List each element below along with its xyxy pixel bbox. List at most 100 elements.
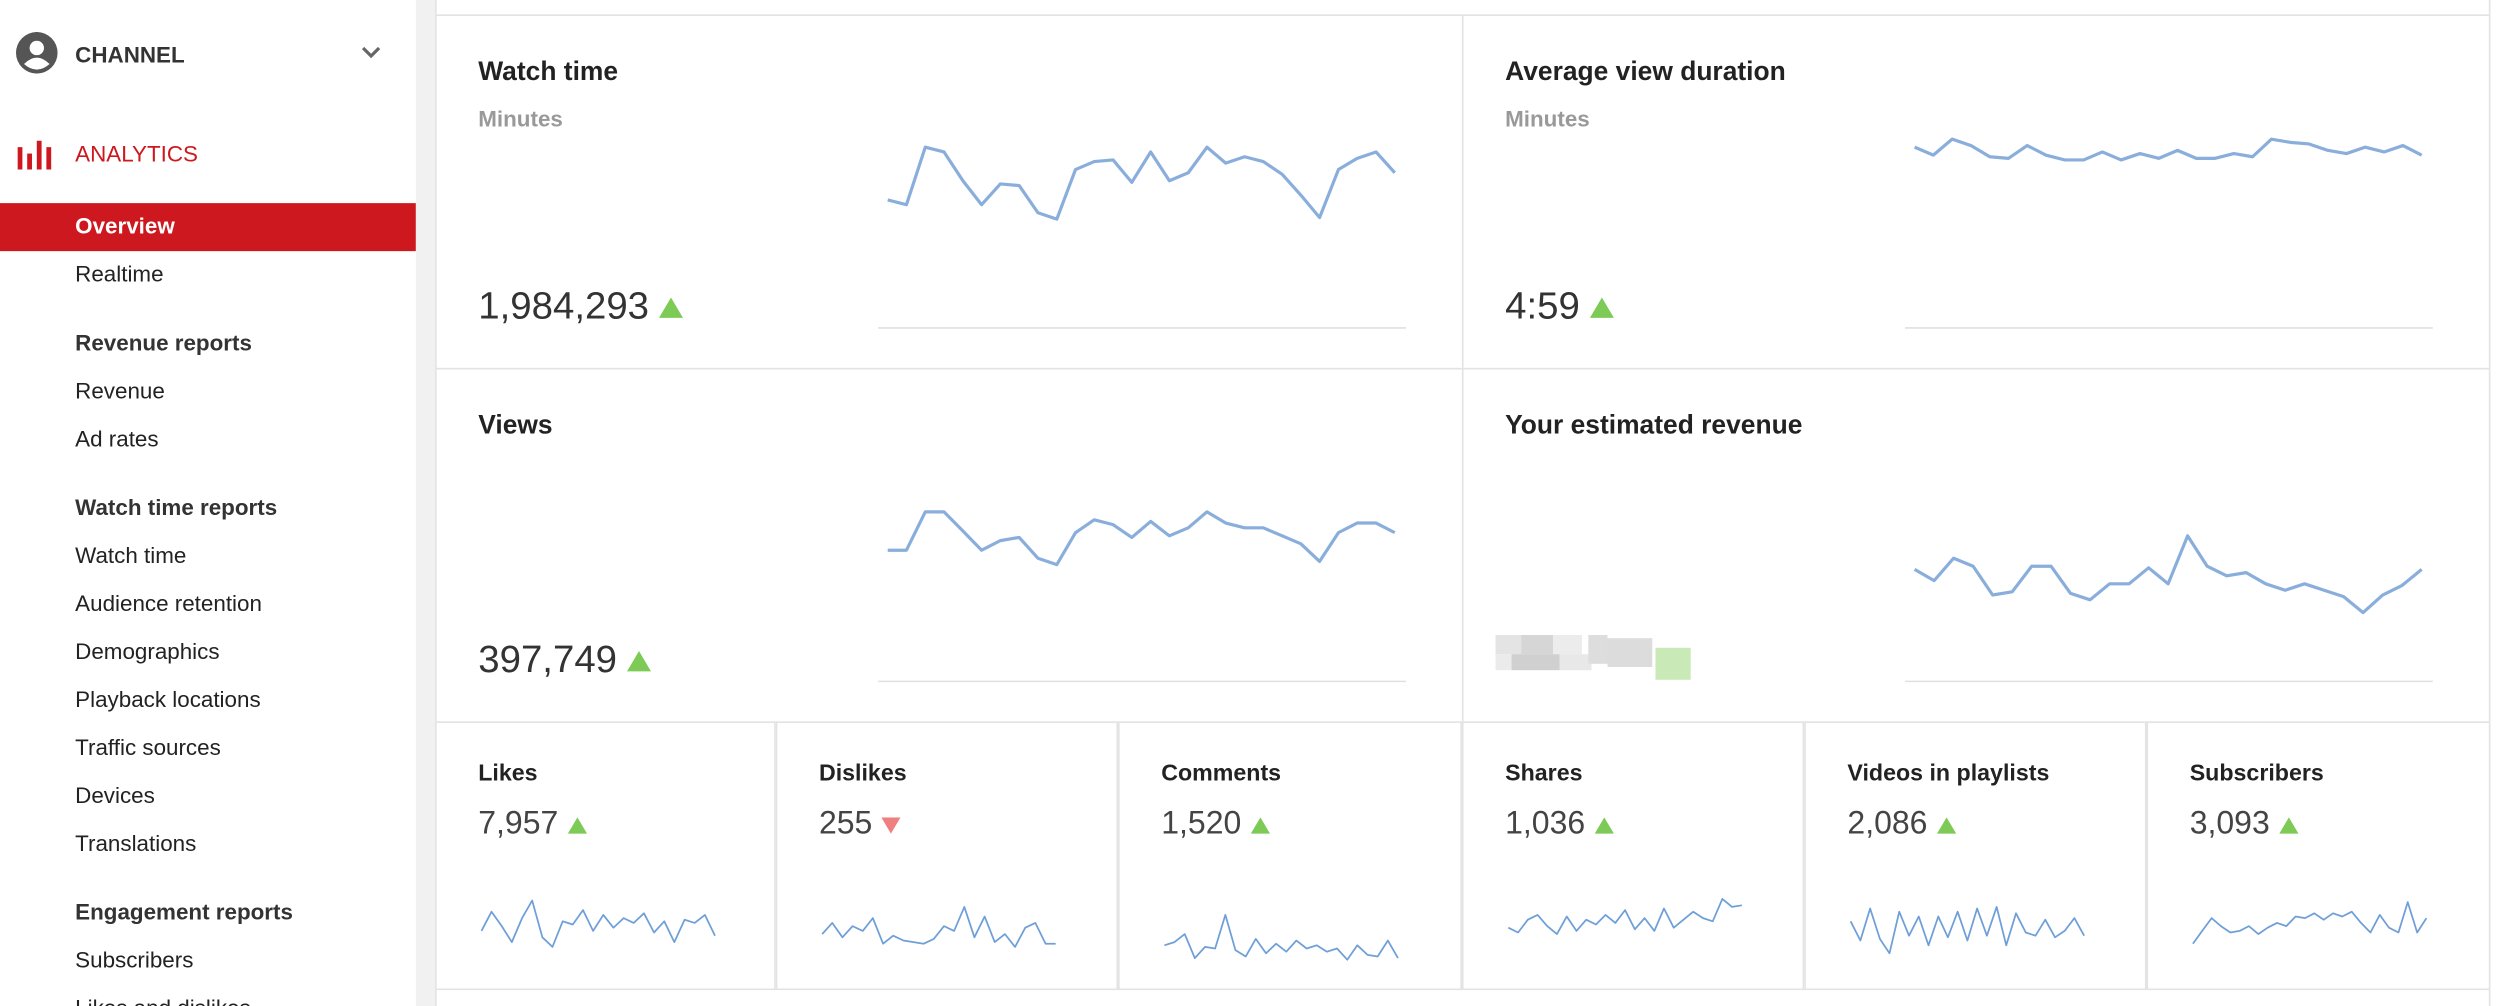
sparkline (1905, 534, 2433, 683)
nav-heading: Watch time reports (75, 494, 278, 520)
trend-indicator (567, 817, 588, 834)
sparkline (878, 510, 1406, 683)
sparkline-path (1849, 906, 2085, 955)
engagement-value: 255 (818, 806, 873, 842)
trend-up (1594, 817, 1614, 834)
card-title: Watch time (478, 57, 619, 87)
sparkline (1905, 137, 2433, 329)
scroll-gutter (415, 0, 436, 1006)
nav-item[interactable]: Likes and dislikes (75, 995, 251, 1006)
engagement-value: 7,957 (478, 806, 559, 842)
engagement-card: Shares 1,036 (1461, 721, 1805, 991)
nav-item[interactable]: Subscribers (75, 946, 194, 973)
sidebar: CHANNEL ANALYTICS Overview Realtime Revenu… (0, 0, 416, 1006)
trend-up (626, 650, 651, 672)
next-row-card (435, 988, 2491, 1006)
card-subtitle: Minutes (1505, 105, 1590, 132)
sparkline-path (2192, 901, 2428, 945)
trend-indicator (881, 817, 902, 834)
nav-heading: Revenue reports (75, 329, 252, 356)
blur-block (1511, 654, 1560, 671)
trend-up (1937, 817, 1957, 834)
sparkline-path (480, 899, 716, 948)
sparkline (480, 899, 716, 948)
engagement-value: 3,093 (2189, 806, 2270, 842)
sparkline (1164, 914, 1399, 961)
nav-item[interactable]: Traffic sources (75, 734, 221, 760)
trend-up (2279, 817, 2299, 834)
card-title: Your estimated revenue (1505, 411, 1803, 440)
nav-item[interactable]: Translations (75, 830, 197, 856)
engagement-title: Likes (478, 761, 538, 787)
blur-block (1553, 635, 1582, 655)
nav-item[interactable]: Devices (75, 782, 155, 808)
sparkline (1507, 898, 1742, 935)
sparkline (2192, 901, 2428, 945)
engagement-card: Comments 1,520 (1118, 721, 1462, 991)
nav-item[interactable]: Audience retention (75, 590, 262, 616)
card-subtitle: Minutes (478, 105, 563, 132)
analytics-icon (17, 140, 52, 170)
engagement-card: Videos in playlists 2,086 (1804, 721, 2147, 991)
blur-block (1521, 635, 1554, 655)
trend-indicator (1589, 297, 1614, 318)
channel-chevron[interactable] (360, 45, 382, 61)
trend-down (881, 817, 902, 834)
main-content: Watch time Minutes 1,984,293 Average view d… (435, 0, 2508, 1006)
card-title: Average view duration (1505, 57, 1786, 87)
blurred-value (1495, 635, 1691, 683)
metric-card: Watch time Minutes 1,984,293 (435, 14, 1464, 370)
card-value: 1,984,293 (478, 284, 650, 328)
blur-block (1495, 635, 1522, 655)
trend-up (567, 817, 588, 834)
engagement-card: Subscribers 3,093 (2146, 721, 2491, 991)
nav-item[interactable]: Overview (75, 212, 175, 239)
card-value: 4:59 (1505, 284, 1580, 328)
card-value: 397,749 (478, 638, 618, 682)
sparkline (821, 906, 1056, 948)
engagement-title: Subscribers (2189, 761, 2324, 787)
sparkline-path (1913, 137, 2423, 162)
trend-up (658, 297, 683, 318)
blur-block (1607, 638, 1653, 667)
engagement-title: Dislikes (818, 761, 907, 787)
active-nav-highlight (0, 203, 416, 252)
nav-item[interactable]: Realtime (75, 260, 164, 287)
nav-item[interactable]: Revenue (75, 377, 165, 404)
engagement-card: Likes 7,957 (435, 721, 776, 991)
nav-item[interactable]: Playback locations (75, 686, 261, 712)
sparkline (878, 145, 1406, 329)
engagement-value: 1,520 (1161, 806, 1242, 842)
metric-card: Average view duration Minutes 4:59 (1461, 14, 2491, 370)
card-title: Views (478, 411, 553, 440)
trend-up (1589, 297, 1614, 318)
account-icon (15, 31, 58, 74)
engagement-title: Videos in playlists (1847, 761, 2050, 787)
sparkline (1849, 906, 2085, 955)
blur-block (1495, 654, 1512, 671)
sparkline-path (1913, 534, 2423, 615)
analytics-label[interactable]: ANALYTICS (75, 140, 198, 167)
sparkline-path (887, 145, 1396, 221)
blur-block (1588, 635, 1608, 664)
engagement-value: 2,086 (1847, 806, 1928, 842)
blur-block (1559, 654, 1592, 671)
sparkline-path (821, 906, 1056, 948)
nav-item[interactable]: Watch time (75, 542, 187, 568)
trend-indicator (2279, 817, 2299, 834)
trend-indicator (1594, 817, 1614, 834)
nav-item[interactable]: Ad rates (75, 425, 159, 452)
nav-item[interactable]: Demographics (75, 638, 220, 664)
metric-card: Your estimated revenue (1461, 367, 2491, 723)
blur-block (1655, 647, 1691, 680)
channel-label[interactable]: CHANNEL (75, 41, 185, 68)
trend-indicator (658, 297, 683, 318)
metric-card: Views 397,749 (435, 367, 1464, 723)
engagement-value: 1,036 (1505, 806, 1586, 842)
trend-up (1250, 817, 1271, 834)
trend-indicator (626, 650, 651, 672)
engagement-title: Shares (1505, 761, 1583, 787)
trend-indicator (1937, 817, 1957, 834)
